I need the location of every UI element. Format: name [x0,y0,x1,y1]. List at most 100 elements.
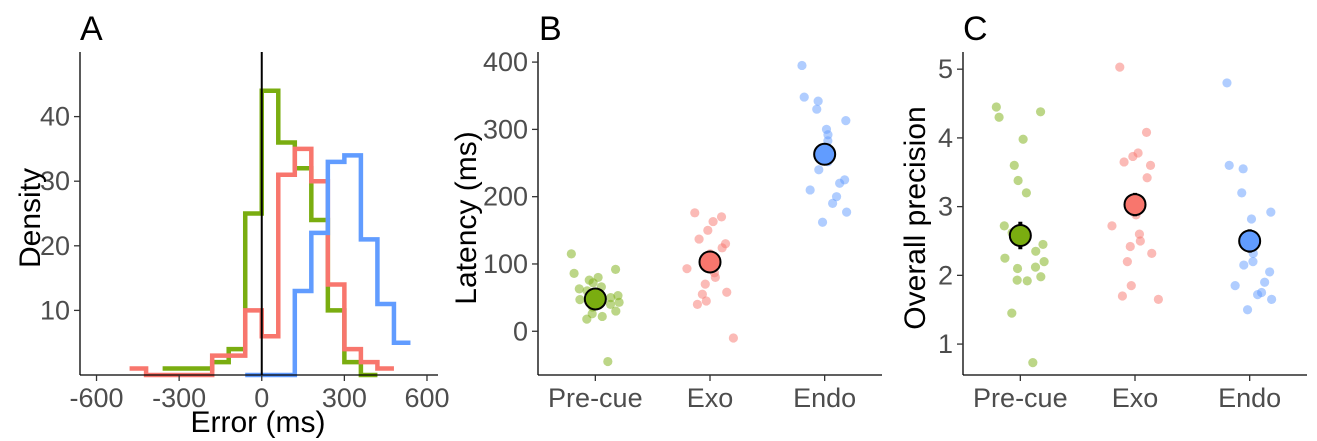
data-point-pre-cue [1012,275,1022,285]
data-point-exo [1147,248,1157,258]
data-point-exo [703,225,713,235]
data-point-endo [835,178,845,188]
data-point-exo [1134,229,1145,239]
panel-c-plot-area: 1 2 3 4 5 Pre-cue Exo Endo [938,52,1307,413]
mean-marker-pre-cue [1008,223,1032,247]
data-point-endo [1248,257,1258,267]
panel-b-y-tick-label: 400 [483,47,528,77]
data-point-exo [1125,241,1135,252]
panel-a-x-tick-label: -300 [152,383,206,413]
data-point-pre-cue [1009,160,1019,170]
data-point-endo [828,198,838,209]
data-point-exo [692,299,703,309]
panel-c-y-tick-label: 2 [938,260,953,290]
panel-a-x-tick-label: 600 [404,383,449,413]
data-point-pre-cue [574,284,584,294]
panel-a-ylabel: Density [14,168,47,268]
data-point-pre-cue [1035,107,1046,117]
data-point-endo [1265,267,1275,277]
data-point-endo [1267,294,1277,305]
panel-c-y-tick-label: 1 [938,329,953,359]
data-point-endo [799,92,809,102]
data-point-pre-cue [1022,276,1032,286]
mean-marker-endo [813,142,837,166]
data-point-pre-cue [1038,239,1048,250]
panel-c-y-tick-label: 4 [938,123,953,153]
panel-b-y-tick-label: 100 [483,249,528,279]
data-point-exo [708,216,718,227]
data-point-exo [1128,151,1138,162]
data-point-endo [1222,78,1232,88]
data-point-pre-cue [575,295,585,305]
data-point-endo [1260,277,1270,287]
data-point-pre-cue [1000,253,1010,263]
panel-b-category-label: Endo [793,383,856,413]
panel-a-y-tick-label: 10 [40,295,70,325]
panel-a-y-tick-label: 40 [40,102,70,132]
data-point-pre-cue [569,268,579,278]
data-point-exo [700,279,710,289]
data-point-endo [1242,305,1253,315]
data-point-exo [1117,291,1128,301]
panel-b: B 0 100 200 300 400 Pre-cue Exo Endo Latency (m… [450,10,882,413]
data-point-pre-cue [603,356,613,367]
data-point-pre-cue [1013,175,1023,186]
mean-marker-exo [698,250,722,274]
data-point-pre-cue [991,102,1001,112]
data-point-endo [1230,281,1240,291]
data-point-exo [717,243,727,253]
data-point-endo [831,192,842,202]
data-point-pre-cue [1031,246,1041,256]
data-point-pre-cue [999,221,1009,231]
data-point-endo [1237,188,1247,198]
data-point-pre-cue [1039,257,1049,267]
data-point-endo [797,60,807,71]
panel-a: A 10 20 30 40 -600 -300 0 300 600 Density Error … [14,10,450,439]
data-point-exo [694,234,704,244]
panel-b-category-label: Exo [687,383,734,413]
panel-a-x-tick-label: -600 [69,383,123,413]
mean-marker-pre-cue [583,287,607,311]
panel-c: C 1 2 3 4 5 Pre-cue Exo Endo Overall precision [899,10,1307,413]
data-point-exo [1153,294,1163,305]
data-point-endo [1238,164,1248,174]
data-point-pre-cue [582,314,592,324]
data-point-pre-cue [1018,134,1028,144]
panel-b-letter: B [539,10,562,48]
data-point-exo [1126,281,1136,291]
mean-marker-exo [1123,193,1147,217]
data-point-exo [710,272,720,283]
data-point-endo [805,185,815,195]
data-point-pre-cue [1036,272,1046,282]
panel-c-letter: C [963,10,988,48]
data-point-exo [682,264,692,274]
data-point-pre-cue [994,112,1004,122]
data-point-endo [841,116,851,126]
data-point-exo [1135,236,1145,246]
data-point-exo [697,289,707,299]
data-point-pre-cue [1021,188,1031,198]
panel-b-y-tick-label: 0 [513,316,528,346]
data-point-pre-cue [1030,262,1041,272]
data-point-exo [1115,62,1125,72]
data-point-pre-cue [1028,358,1038,368]
panel-a-plot-area: 10 20 30 40 -600 -300 0 300 600 [40,52,450,413]
data-point-pre-cue [1007,308,1017,318]
data-point-exo [722,287,732,297]
data-point-exo [728,333,738,343]
data-point-exo [690,208,700,218]
data-point-endo [812,104,822,114]
data-point-exo [1142,173,1152,183]
panel-a-letter: A [80,10,103,48]
panel-c-ylabel: Overall precision [899,106,932,329]
data-point-endo [1239,260,1249,270]
data-point-pre-cue [611,306,621,316]
data-point-pre-cue [588,278,598,288]
panel-a-x-tick-label: 300 [322,383,367,413]
data-point-pre-cue [606,293,616,303]
panel-b-ylabel: Latency (ms) [450,131,483,304]
data-point-pre-cue [614,297,624,307]
data-point-endo [1246,214,1257,224]
panel-a-y-tick-label: 30 [40,166,70,196]
